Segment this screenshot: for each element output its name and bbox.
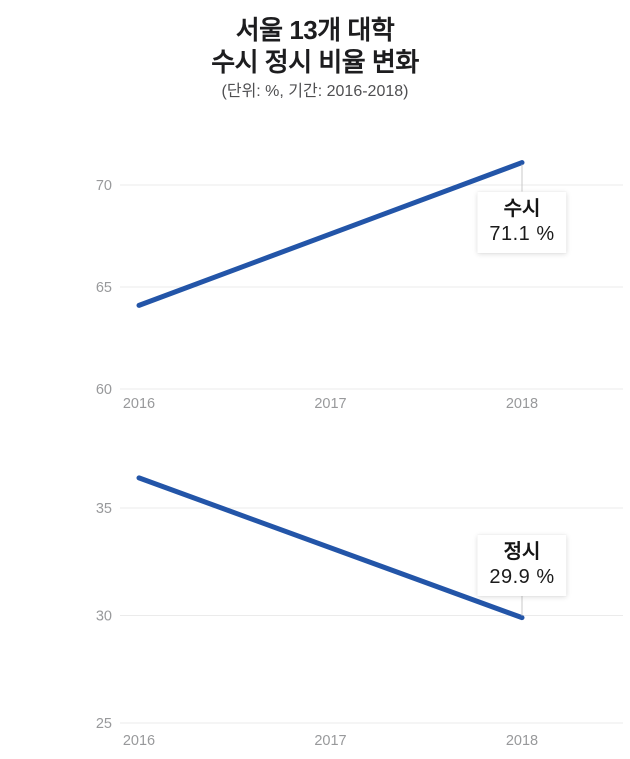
y-tick-label: 70 xyxy=(96,178,112,194)
jeongsi-line-chart: 35 30 25 2016 2017 2018 정시 29.9 % xyxy=(0,425,630,759)
susi-annotation-label: 수시 xyxy=(503,197,541,220)
x-tick-label: 2018 xyxy=(506,733,538,749)
data-line xyxy=(136,475,525,621)
x-tick-label: 2016 xyxy=(123,396,155,412)
y-tick-label: 35 xyxy=(96,501,112,517)
susi-line-chart: 70 65 60 2016 2017 2018 수시 71.1 % xyxy=(0,110,630,415)
jeongsi-annotation-box: 정시 29.9 % xyxy=(477,534,567,596)
jeongsi-chart-canvas: 35 30 25 2016 2017 2018 xyxy=(96,475,623,749)
susi-chart-canvas: 70 65 60 2016 2017 2018 xyxy=(96,160,623,412)
x-tick-label: 2017 xyxy=(314,733,346,749)
jeongsi-annotation-label: 정시 xyxy=(503,540,541,563)
susi-annotation-box: 수시 71.1 % xyxy=(477,191,567,253)
data-line xyxy=(136,160,525,308)
x-tick-label: 2017 xyxy=(314,396,346,412)
chart-header: 서울 13개 대학 수시 정시 비율 변화 (단위: %, 기간: 2016-2… xyxy=(0,14,630,102)
y-tick-label: 60 xyxy=(96,382,112,398)
jeongsi-annotation-value: 29.9 % xyxy=(489,565,555,588)
y-tick-label: 30 xyxy=(96,609,112,625)
y-tick-label: 25 xyxy=(96,716,112,732)
x-tick-label: 2016 xyxy=(123,733,155,749)
chart-subtitle: (단위: %, 기간: 2016-2018) xyxy=(221,83,409,100)
y-tick-label: 65 xyxy=(96,280,112,296)
chart-title-line2: 수시 정시 비율 변화 xyxy=(211,47,419,77)
x-tick-label: 2018 xyxy=(506,396,538,412)
susi-annotation-value: 71.1 % xyxy=(489,222,555,245)
chart-title-line1: 서울 13개 대학 xyxy=(235,15,395,45)
